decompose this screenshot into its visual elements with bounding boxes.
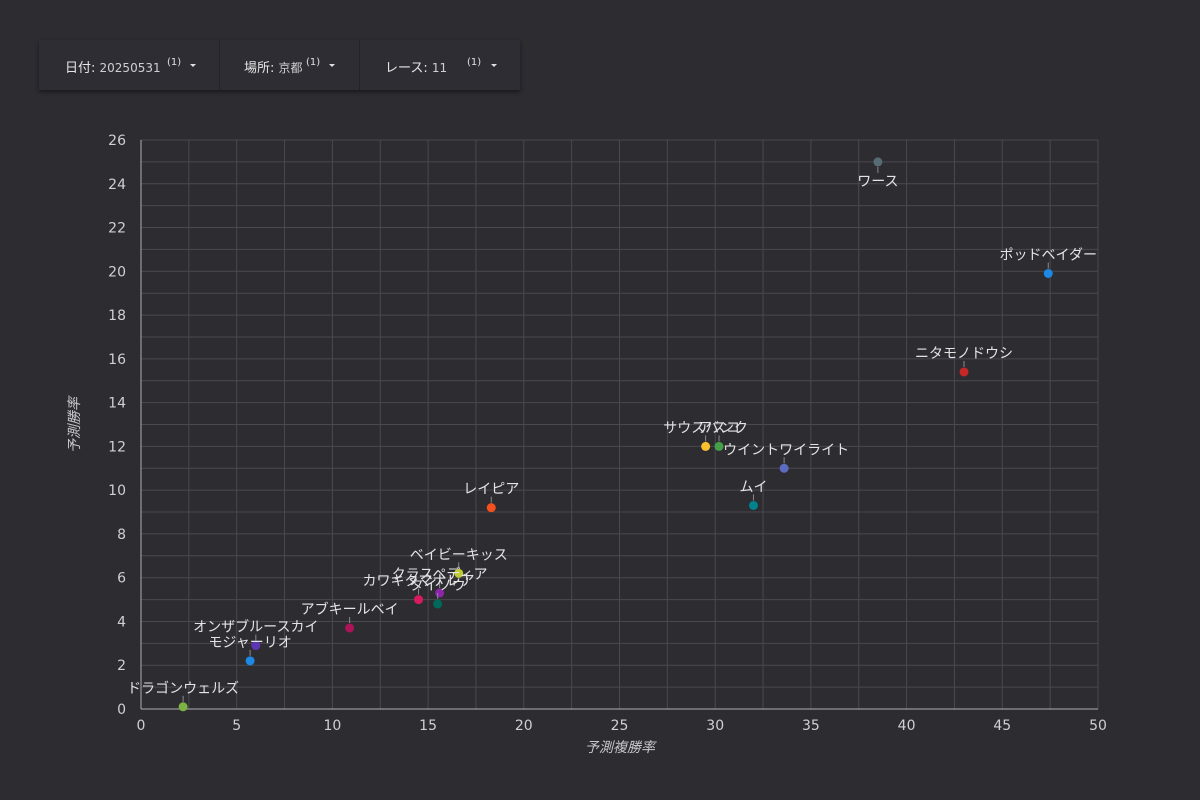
point-label: タイソウ bbox=[410, 578, 466, 594]
chart-axes: 0 5 10 15 20 25 30 35 40 45 5002468101214161820222… bbox=[108, 133, 1107, 734]
date-filter-label: 日付: 20250531 bbox=[65, 61, 161, 76]
point-marker[interactable] bbox=[959, 367, 969, 377]
y-tick-label: 14 bbox=[108, 396, 126, 412]
race-filter-value: 11 bbox=[431, 61, 448, 75]
point-label: モジャーリオ bbox=[208, 635, 291, 651]
point-marker[interactable] bbox=[748, 500, 758, 510]
point-marker[interactable] bbox=[486, 503, 496, 513]
x-tick-label: 0 bbox=[137, 718, 146, 734]
point-marker[interactable] bbox=[873, 157, 883, 167]
data-point[interactable]: ムイ bbox=[739, 479, 767, 510]
venue-filter-label: 場所: 京都 bbox=[244, 61, 303, 76]
point-label: オンザブルースカイ bbox=[193, 619, 318, 636]
y-tick-label: 2 bbox=[117, 658, 126, 674]
point-marker[interactable] bbox=[433, 599, 443, 609]
chevron-down-icon bbox=[329, 64, 335, 67]
y-tick-label: 8 bbox=[117, 527, 126, 543]
y-tick-label: 16 bbox=[108, 352, 126, 368]
chevron-down-icon bbox=[491, 64, 497, 67]
point-marker[interactable] bbox=[701, 441, 711, 451]
x-tick-label: 45 bbox=[993, 718, 1011, 734]
data-point[interactable]: サウスバンク bbox=[663, 420, 748, 451]
point-marker[interactable] bbox=[345, 623, 355, 633]
venue-filter-count: (1) bbox=[306, 57, 321, 68]
data-point[interactable]: タイソウ bbox=[410, 578, 466, 609]
point-label: アスコ bbox=[698, 420, 740, 436]
y-tick-label: 24 bbox=[108, 177, 126, 193]
point-label: ドラゴンウェルズ bbox=[127, 680, 239, 697]
point-label: ベイビーキッス bbox=[410, 547, 508, 563]
data-point[interactable]: オンザブルースカイ bbox=[193, 619, 318, 651]
x-tick-label: 15 bbox=[419, 718, 437, 734]
x-tick-label: 50 bbox=[1089, 718, 1107, 734]
filter-bar: 日付: 20250531 (1) 場所: 京都 (1) レース: 11 (1) bbox=[39, 40, 520, 90]
x-tick-label: 40 bbox=[898, 718, 916, 734]
data-point[interactable]: レイピア bbox=[463, 482, 519, 513]
point-label: クラスペディア bbox=[392, 566, 488, 583]
point-label: ワース bbox=[857, 174, 898, 190]
y-tick-label: 10 bbox=[108, 483, 126, 499]
point-label: サウスバンク bbox=[663, 420, 748, 436]
x-axis-label: 予測複勝率 bbox=[585, 740, 657, 756]
point-label: アブキールベイ bbox=[301, 601, 399, 618]
point-marker[interactable] bbox=[251, 641, 261, 651]
point-label: ニタモノドウシ bbox=[915, 346, 1013, 362]
chevron-down-icon bbox=[190, 64, 196, 67]
data-point[interactable]: カワキタマナレア bbox=[363, 574, 475, 605]
data-point[interactable]: ベイビーキッス bbox=[410, 547, 508, 578]
point-marker[interactable] bbox=[178, 702, 188, 712]
data-point[interactable]: ドラゴンウェルズ bbox=[127, 680, 239, 712]
data-point[interactable]: ニタモノドウシ bbox=[915, 346, 1013, 377]
date-filter-value: 20250531 bbox=[99, 61, 161, 75]
race-filter[interactable]: レース: 11 (1) bbox=[360, 40, 520, 90]
x-tick-label: 20 bbox=[515, 718, 533, 734]
date-filter[interactable]: 日付: 20250531 (1) bbox=[39, 40, 220, 90]
point-label: ムイ bbox=[739, 479, 767, 495]
race-filter-label: レース: 11 bbox=[385, 61, 448, 76]
point-marker[interactable] bbox=[714, 441, 724, 451]
y-tick-label: 6 bbox=[117, 571, 126, 587]
point-marker[interactable] bbox=[1043, 268, 1053, 278]
date-filter-count: (1) bbox=[167, 57, 182, 68]
point-marker[interactable] bbox=[245, 656, 255, 666]
x-tick-label: 10 bbox=[323, 718, 341, 734]
venue-filter-value: 京都 bbox=[278, 61, 303, 75]
point-label: レイピア bbox=[463, 482, 519, 498]
point-label: カワキタマナレア bbox=[363, 574, 475, 590]
y-tick-label: 4 bbox=[117, 614, 126, 630]
data-point[interactable]: ワース bbox=[857, 157, 899, 190]
data-point[interactable]: モジャーリオ bbox=[208, 635, 292, 666]
point-marker[interactable] bbox=[414, 595, 424, 605]
x-tick-label: 35 bbox=[802, 718, 820, 734]
x-tick-label: 25 bbox=[611, 718, 629, 734]
y-tick-label: 22 bbox=[108, 221, 126, 237]
data-point[interactable]: ウイントワイライト bbox=[723, 442, 849, 473]
point-label: ポッドベイダー bbox=[1000, 247, 1097, 263]
data-point[interactable]: ポッドベイダー bbox=[1000, 247, 1097, 278]
y-tick-label: 20 bbox=[108, 264, 126, 280]
point-label: ウイントワイライト bbox=[723, 442, 849, 458]
data-point[interactable]: アブキールベイ bbox=[301, 601, 399, 633]
x-tick-label: 5 bbox=[232, 718, 241, 734]
y-tick-label: 18 bbox=[108, 308, 126, 324]
x-tick-label: 30 bbox=[706, 718, 724, 734]
race-filter-count: (1) bbox=[467, 57, 482, 68]
y-tick-label: 0 bbox=[117, 702, 126, 718]
point-marker[interactable] bbox=[454, 568, 464, 578]
y-tick-label: 26 bbox=[108, 133, 126, 149]
y-axis-label: 予測勝率 bbox=[67, 395, 83, 453]
point-marker[interactable] bbox=[779, 463, 789, 473]
venue-filter[interactable]: 場所: 京都 (1) bbox=[220, 40, 360, 90]
y-tick-label: 12 bbox=[108, 439, 126, 455]
data-point[interactable]: アスコ bbox=[698, 420, 740, 451]
